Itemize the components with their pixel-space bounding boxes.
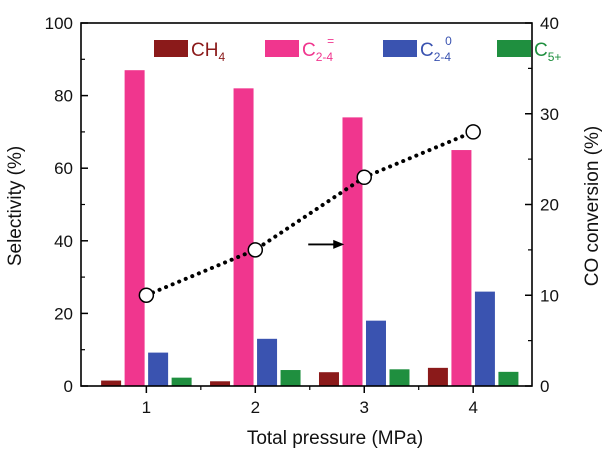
legend-label: C2-40 [420,34,452,64]
conversion-marker [138,287,155,303]
legend-label: C5+ [534,40,561,64]
y-tick-label: 20 [54,304,73,323]
bar [342,117,363,386]
x-tick-label: 2 [251,398,260,417]
bar [318,372,339,386]
y-tick-label: 100 [45,14,73,33]
y-tick-label: 80 [54,87,73,106]
legend-swatch [265,40,299,57]
bar [280,370,301,386]
bar [427,367,448,386]
y2-axis-title: CO conversion (%) [582,126,603,287]
y-tick-label: 40 [54,232,73,251]
legend-swatch [497,40,531,57]
y2-tick-label: 20 [540,196,559,215]
y-tick-label: 60 [54,159,73,178]
legend-swatch [383,40,417,57]
y-axis-title: Selectivity (%) [5,146,26,266]
bar [101,380,122,386]
arrow-head [333,239,345,249]
y2-tick-label: 40 [540,14,559,33]
conversion-line [144,129,476,298]
x-axis-title: Total pressure (MPa) [247,428,423,449]
legend-swatch [154,40,188,57]
legend: CH4 C2-4= C2-40 C5+ [154,34,561,64]
x-tick-label: 4 [468,398,477,417]
y-tick-label: 0 [64,377,73,396]
bar [171,377,192,386]
x-tick-label: 3 [360,398,369,417]
bar [474,291,495,386]
y2-tick-label: 0 [540,377,549,396]
bar [124,70,145,386]
bar [233,88,254,386]
bar [389,369,410,386]
conversion-marker [247,242,264,258]
y2-tick-label: 10 [540,286,559,305]
bars-layer [101,70,519,386]
conversion-line-layer [138,124,481,303]
bar [451,150,472,386]
legend-label: CH4 [191,40,225,64]
bar [210,381,231,386]
bar [148,352,169,386]
conversion-marker [356,169,372,186]
conversion-marker [465,124,481,140]
y2-tick-label: 30 [540,105,559,124]
bar [257,338,278,386]
bar [498,371,519,386]
axes-layer: 0 20 40 60 80 100 0 10 20 30 40 1 2 3 4 [45,14,559,417]
legend-label: C2-4= [302,34,334,64]
x-tick-label: 1 [142,398,151,417]
bar [365,320,386,386]
